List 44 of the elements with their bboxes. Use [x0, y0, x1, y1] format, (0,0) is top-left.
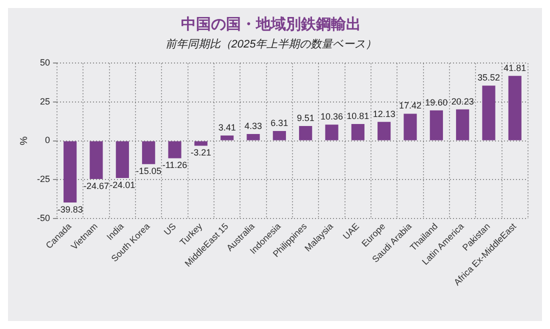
data-label: -11.26	[162, 160, 188, 170]
bar	[325, 124, 338, 140]
data-label: -24.67	[83, 181, 110, 191]
bar	[508, 76, 522, 140]
y-axis-title: %	[18, 136, 30, 146]
bar	[272, 130, 286, 140]
bar	[456, 109, 470, 140]
y-tick-label: 0	[44, 135, 50, 146]
data-label: 10.36	[320, 112, 344, 122]
data-label: 9.51	[296, 112, 314, 123]
bar	[430, 110, 443, 140]
x-tick-label: US	[162, 221, 178, 238]
chart-title: 中国の国・地域別鉄鋼輸出	[181, 16, 361, 34]
data-label: 12.13	[372, 108, 396, 119]
bar	[220, 135, 234, 140]
data-label: 4.33	[244, 121, 262, 132]
data-label: 19.60	[425, 97, 448, 108]
data-label: 20.23	[451, 96, 474, 106]
data-label: 10.81	[346, 110, 370, 121]
data-label: 17.42	[398, 100, 422, 111]
bar	[168, 141, 182, 158]
data-label: 35.52	[477, 72, 500, 83]
bar	[142, 141, 156, 164]
y-tick-label: -25	[36, 174, 50, 184]
chart-subtitle: 前年同期比（2025年上半期の数量ベース）	[165, 38, 377, 51]
bar	[299, 126, 312, 140]
data-label: -3.21	[190, 148, 212, 158]
data-label: -15.05	[136, 166, 162, 176]
y-tick-label: 25	[40, 96, 50, 106]
bar	[482, 86, 496, 140]
data-label: 41.81	[504, 62, 526, 73]
data-label: -39.83	[57, 204, 83, 215]
data-label: -24.01	[110, 180, 136, 190]
bar	[64, 141, 77, 203]
bar	[246, 134, 260, 140]
bar	[404, 114, 417, 140]
bar	[116, 141, 129, 178]
bar	[90, 141, 103, 180]
bar	[378, 122, 391, 140]
y-tick-label: 50	[40, 58, 50, 68]
bar	[351, 124, 364, 140]
data-label: 3.41	[218, 122, 236, 132]
data-label: 6.31	[270, 118, 288, 128]
y-tick-label: -50	[36, 212, 50, 223]
